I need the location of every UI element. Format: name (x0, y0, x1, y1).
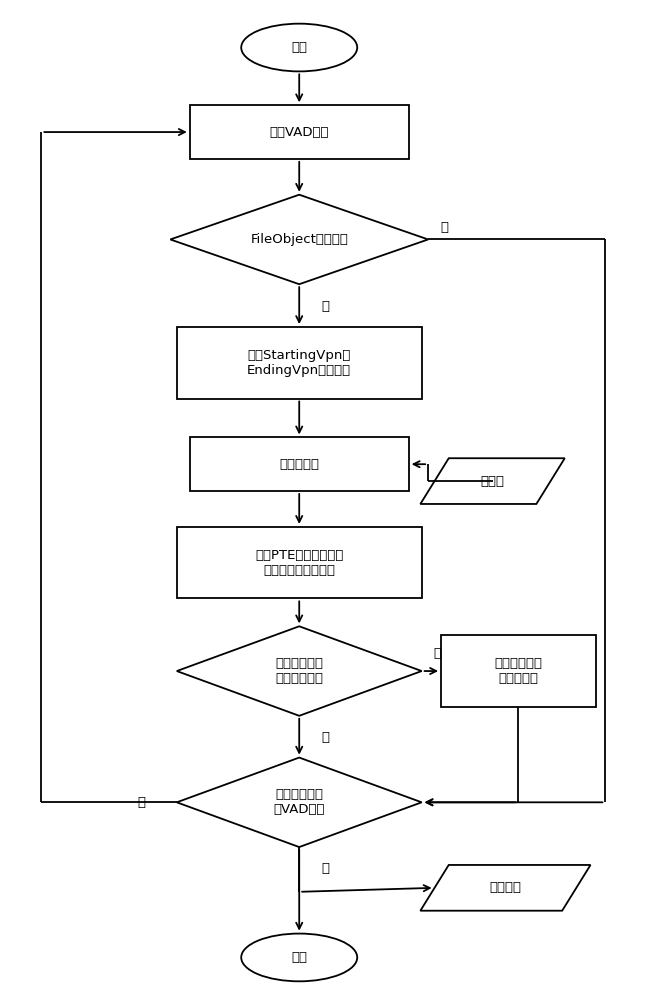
Text: 结束: 结束 (291, 951, 307, 964)
Text: 否: 否 (137, 796, 146, 809)
Text: 是: 是 (321, 862, 329, 875)
Bar (441, 635, 595, 707)
Text: 是: 是 (321, 300, 329, 313)
Text: 是: 是 (434, 647, 442, 660)
Text: 可疑页面: 可疑页面 (489, 881, 521, 894)
Bar (177, 527, 422, 598)
Text: 访问StartingVpn和
EndingVpn地址内容: 访问StartingVpn和 EndingVpn地址内容 (247, 349, 351, 377)
Text: 是否出现哈希
不匹配的页面: 是否出现哈希 不匹配的页面 (275, 657, 323, 685)
Text: FileObject是否有效: FileObject是否有效 (250, 233, 348, 246)
Text: 否: 否 (440, 221, 448, 234)
Bar (177, 327, 422, 399)
Text: 遍历PTE并计算具有可
执行权限的页面哈希: 遍历PTE并计算具有可 执行权限的页面哈希 (255, 549, 343, 577)
Text: 开始: 开始 (291, 41, 307, 54)
Text: 修复重定位: 修复重定位 (280, 458, 319, 471)
Text: 获取VAD节点: 获取VAD节点 (270, 126, 329, 139)
Bar (190, 105, 409, 159)
Text: 是否遍历全部
的VAD节点: 是否遍历全部 的VAD节点 (274, 788, 325, 816)
Text: 哈希集: 哈希集 (480, 475, 504, 488)
Bar (190, 437, 409, 491)
Text: 否: 否 (321, 731, 329, 744)
Text: 添加不匹配哈
希值的页面: 添加不匹配哈 希值的页面 (495, 657, 542, 685)
